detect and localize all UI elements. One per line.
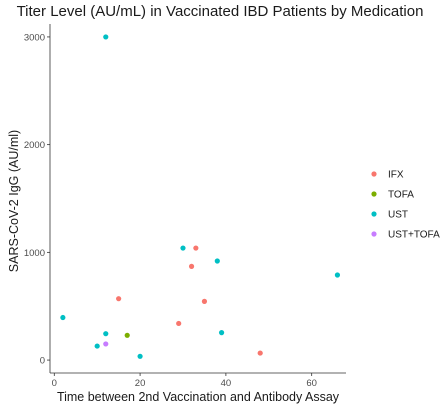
data-point bbox=[94, 343, 100, 349]
legend-marker bbox=[371, 231, 377, 237]
x-tick-label: 0 bbox=[52, 378, 57, 389]
legend-marker bbox=[371, 211, 377, 217]
legend-marker bbox=[371, 191, 377, 197]
data-point bbox=[137, 353, 143, 359]
data-point bbox=[214, 258, 220, 264]
data-point bbox=[176, 320, 182, 327]
data-point bbox=[103, 331, 109, 337]
legend-entry: UST bbox=[388, 210, 408, 221]
legend-entry: UST+TOFA bbox=[388, 230, 440, 241]
data-point bbox=[193, 245, 199, 251]
y-tick-label: 1000 bbox=[24, 248, 45, 259]
data-point bbox=[103, 34, 109, 40]
data-point bbox=[201, 298, 208, 304]
data-point bbox=[218, 330, 225, 336]
y-tick-label: 0 bbox=[40, 356, 45, 367]
x-tick-label: 40 bbox=[221, 378, 232, 389]
legend-entry: IFX bbox=[388, 170, 404, 181]
x-tick-label: 20 bbox=[135, 378, 146, 389]
y-tick-label: 2000 bbox=[24, 140, 45, 151]
data-point bbox=[257, 350, 263, 356]
x-tick-label: 60 bbox=[306, 378, 317, 389]
data-point bbox=[188, 263, 195, 269]
legend: IFX TOFA UST UST+TOFA bbox=[371, 170, 440, 241]
data-point bbox=[60, 314, 66, 321]
plot-area: 0 1000 2000 3000 0 20 40 60 bbox=[24, 24, 346, 389]
legend-marker bbox=[371, 171, 377, 177]
chart-title: Titer Level (AU/mL) in Vaccinated IBD Pa… bbox=[17, 3, 424, 20]
legend-entry: TOFA bbox=[388, 190, 414, 201]
data-point bbox=[124, 332, 130, 338]
data-point bbox=[334, 272, 341, 278]
data-point bbox=[116, 296, 122, 302]
y-tick-label: 3000 bbox=[24, 32, 45, 43]
x-axis-label: Time between 2nd Vaccination and Antibod… bbox=[57, 390, 340, 404]
data-point bbox=[180, 245, 186, 251]
data-point bbox=[103, 341, 109, 347]
y-axis-label: SARS-CoV-2 IgG (AU/ml) bbox=[7, 130, 21, 272]
